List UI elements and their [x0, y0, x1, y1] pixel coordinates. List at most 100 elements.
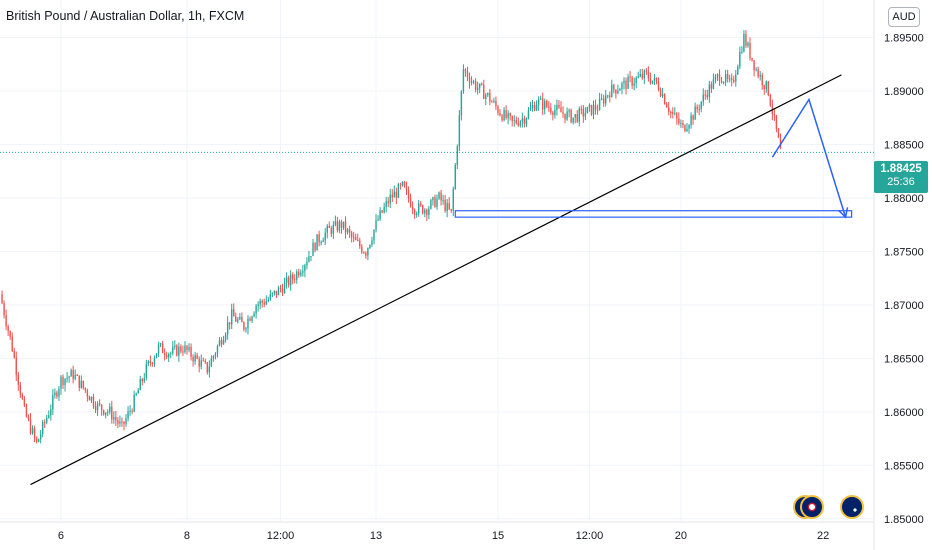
candle-body — [206, 362, 209, 373]
candle-body — [165, 355, 168, 358]
candle-body — [444, 199, 446, 212]
uk-flag-icon[interactable] — [800, 495, 824, 519]
candle-body — [391, 194, 393, 198]
candle-body — [251, 316, 253, 321]
candle-body — [241, 316, 243, 323]
candle-body — [405, 186, 408, 190]
candle-body — [9, 330, 11, 337]
candle-body — [712, 79, 715, 89]
candle-body — [15, 357, 17, 375]
candle-body — [403, 181, 406, 187]
y-tick-label: 1.85000 — [884, 514, 924, 526]
candle-body — [291, 274, 294, 280]
candle-body — [111, 406, 113, 420]
candle-body — [415, 213, 418, 215]
y-tick-labels: 1.89500 1.89000 1.88500 1.88000 1.87500 1.870… — [884, 32, 924, 525]
candle-body — [645, 70, 648, 72]
trendline[interactable] — [30, 74, 842, 486]
candles — [1, 30, 782, 444]
candle-body — [767, 81, 770, 95]
y-tick-label: 1.88000 — [884, 193, 924, 205]
candle-body — [220, 340, 223, 345]
candle-body — [357, 240, 359, 242]
candle-body — [344, 221, 347, 233]
candle-body — [535, 104, 538, 111]
candle-body — [531, 105, 534, 108]
candle-body — [25, 405, 28, 417]
candle-body — [485, 94, 487, 99]
candle-body — [131, 410, 133, 412]
candle-body — [172, 347, 174, 354]
x-tick-label: 13 — [370, 530, 382, 542]
candle-body — [1, 294, 3, 304]
x-tick-label: 12:00 — [576, 530, 604, 542]
candle-body — [775, 115, 778, 130]
candle-body — [726, 73, 729, 79]
candle-body — [176, 345, 178, 356]
candle-body — [151, 362, 154, 364]
candle-body — [499, 113, 501, 116]
candle-body — [678, 118, 680, 124]
candle-body — [113, 417, 115, 420]
candle-body — [214, 353, 217, 357]
x-tick-label: 12:00 — [267, 530, 295, 542]
candle-body — [367, 248, 369, 256]
candle-body — [651, 80, 654, 84]
australia-flag-icon[interactable] — [840, 495, 864, 519]
candle-body — [155, 353, 158, 358]
candle-body — [377, 219, 379, 221]
candle-body — [692, 115, 694, 120]
candle-body — [235, 316, 237, 322]
candle-body — [519, 121, 522, 126]
candle-body — [539, 98, 542, 100]
projection-path[interactable] — [771, 97, 847, 218]
candle-body — [564, 113, 566, 120]
candle-body — [78, 375, 80, 388]
candle-body — [420, 203, 422, 206]
candle-body — [533, 105, 536, 111]
candle-body — [714, 76, 717, 80]
candle-body — [267, 299, 270, 301]
candle-body — [375, 220, 377, 230]
candle-body — [62, 376, 64, 386]
candle-body — [497, 106, 499, 114]
candle-body — [596, 109, 599, 111]
candle-body — [670, 111, 672, 113]
candle-body — [56, 392, 58, 397]
candle-body — [196, 355, 198, 359]
candle-body — [285, 277, 288, 283]
candle-body — [312, 243, 314, 257]
candle-body — [411, 206, 414, 210]
candle-body — [454, 164, 457, 189]
candle-body — [554, 109, 556, 115]
x-tick-label: 6 — [58, 530, 64, 542]
candle-body — [407, 189, 410, 199]
candle-body — [757, 69, 759, 77]
candle-body — [184, 345, 186, 353]
candle-body — [434, 197, 436, 207]
candle-body — [609, 95, 611, 98]
candle-body — [759, 74, 761, 77]
candle-body — [544, 101, 546, 110]
candle-body — [623, 80, 625, 84]
candle-body — [578, 108, 580, 122]
candle-body — [706, 94, 709, 98]
candle-body — [657, 82, 660, 90]
candle-body — [336, 221, 339, 231]
candle-body — [694, 106, 696, 120]
candle-body — [157, 344, 160, 354]
support-zone[interactable] — [454, 210, 853, 218]
candle-body — [541, 98, 544, 110]
currency-button[interactable]: AUD — [888, 7, 920, 27]
candle-body — [737, 66, 739, 75]
candle-body — [44, 422, 46, 424]
candle-body — [458, 114, 461, 147]
candle-body — [432, 197, 434, 201]
candle-body — [743, 34, 745, 52]
candle-body — [373, 229, 375, 241]
candle-body — [503, 109, 505, 121]
candle-body — [560, 107, 562, 113]
candle-body — [271, 293, 274, 295]
candle-body — [119, 421, 121, 424]
